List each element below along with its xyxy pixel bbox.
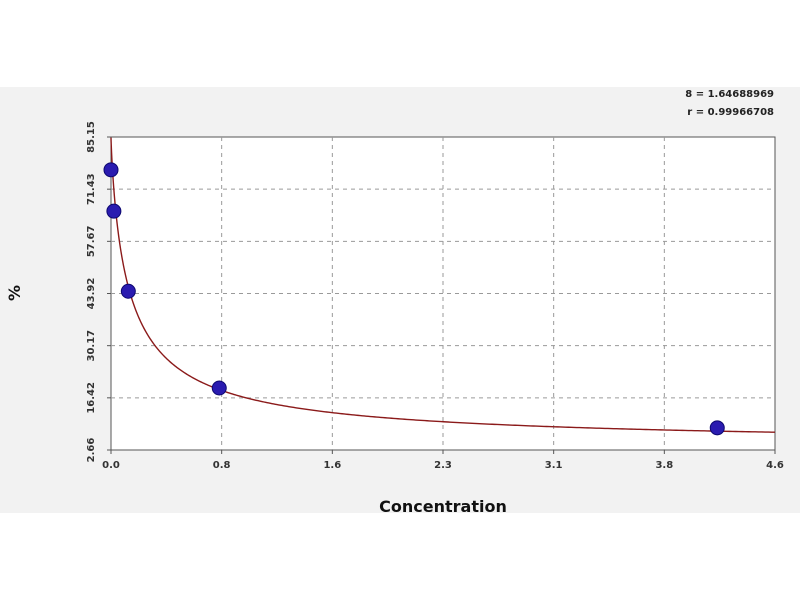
fit-statistics: 8 = 1.64688969 r = 0.99966708 [685, 86, 774, 122]
x-tick-label: 3.8 [655, 460, 673, 471]
y-tick-label: 2.66 [86, 438, 97, 463]
fit-stat-line-1: 8 = 1.64688969 [685, 89, 774, 100]
y-tick-label: 57.67 [86, 225, 97, 257]
y-tick-label: 71.43 [86, 173, 97, 205]
y-tick-label: 85.15 [86, 121, 97, 153]
x-tick-labels: 0.0 0.8 1.6 2.3 3.1 3.8 4.6 [102, 460, 784, 471]
x-tick-label: 1.6 [323, 460, 341, 471]
y-axis-label: % [5, 285, 24, 301]
data-point [106, 203, 122, 219]
x-tick-label: 3.1 [545, 460, 563, 471]
x-axis-label: Concentration [379, 497, 507, 516]
y-tick-label: 43.92 [86, 278, 97, 310]
data-point [709, 420, 725, 436]
y-tick-label: 30.17 [86, 330, 97, 362]
data-point [120, 283, 136, 299]
x-tick-label: 4.6 [766, 460, 784, 471]
y-tick-label: 16.42 [86, 382, 97, 414]
grid-lines [107, 136, 776, 454]
fit-stat-line-2: r = 0.99966708 [687, 107, 774, 118]
data-point [211, 380, 227, 396]
x-tick-label: 0.8 [213, 460, 231, 471]
y-tick-labels: 2.66 16.42 30.17 43.92 57.67 71.43 85.15 [86, 121, 97, 462]
data-point [103, 162, 119, 178]
data-points [103, 162, 725, 436]
x-tick-label: 0.0 [102, 460, 120, 471]
x-tick-label: 2.3 [434, 460, 452, 471]
